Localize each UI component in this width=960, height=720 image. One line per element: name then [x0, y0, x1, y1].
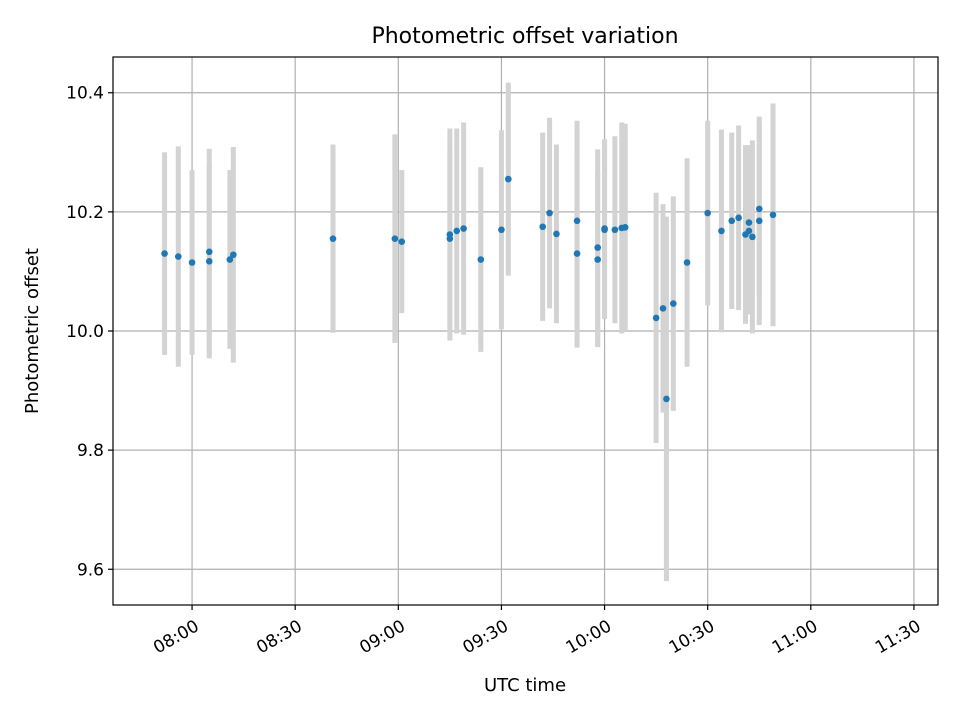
y-tick-label: 10.2 [66, 203, 104, 223]
chart-title: Photometric offset variation [371, 24, 678, 49]
data-point [769, 211, 777, 219]
data-point [683, 259, 691, 266]
x-axis-label: UTC time [484, 675, 566, 696]
y-tick-label: 9.8 [77, 441, 104, 461]
data-point [446, 235, 454, 242]
y-axis-label: Photometric offset [22, 248, 43, 414]
data-point [659, 305, 667, 312]
data-point [505, 175, 512, 183]
data-point [498, 226, 505, 234]
data-point [728, 217, 736, 225]
data-point [175, 253, 182, 260]
data-point [205, 258, 213, 265]
data-point [391, 235, 399, 242]
data-point [477, 256, 485, 263]
data-point [601, 225, 608, 232]
data-point [704, 209, 711, 217]
data-point [745, 219, 753, 226]
y-axis-ticks: 9.6 9.8 10.0 10.2 10.4 [66, 84, 113, 580]
data-point [161, 250, 168, 257]
data-point [652, 314, 660, 322]
data-point [453, 227, 461, 235]
data-point [718, 227, 725, 235]
data-point [755, 217, 763, 225]
y-tick-label: 10.4 [66, 84, 104, 104]
data-point [188, 259, 196, 266]
data-point [546, 209, 553, 217]
y-tick-label: 9.6 [77, 560, 104, 580]
data-point [398, 238, 406, 245]
data-point [670, 300, 677, 307]
data-point [621, 224, 629, 231]
data-point [205, 248, 213, 256]
data-point [594, 256, 601, 263]
data-point [226, 256, 234, 263]
data-point [553, 230, 560, 238]
data-point [745, 227, 753, 235]
data-point [460, 225, 467, 232]
data-point [735, 214, 742, 222]
y-tick-label: 10.0 [66, 322, 104, 342]
data-point [594, 244, 601, 251]
data-point [573, 250, 581, 257]
data-point [329, 235, 337, 242]
data-point [755, 205, 763, 213]
data-points [161, 175, 777, 403]
data-point [611, 226, 619, 234]
data-point [749, 233, 756, 241]
data-point [539, 223, 546, 231]
data-point [230, 251, 237, 259]
data-point [573, 217, 581, 225]
data-point [663, 395, 670, 403]
